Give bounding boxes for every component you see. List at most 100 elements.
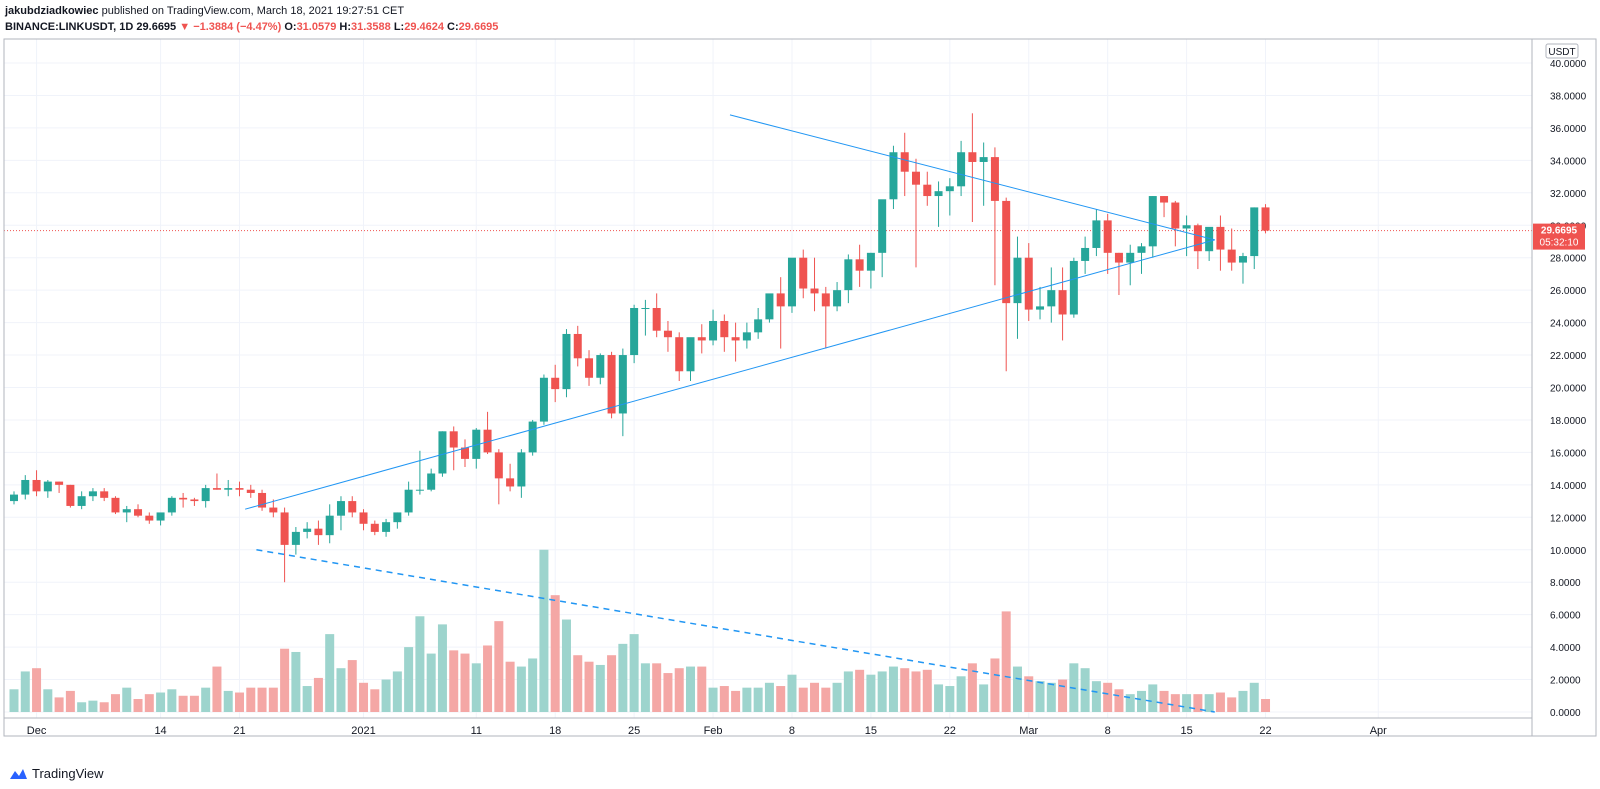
- currency-badge: USDT: [1545, 43, 1579, 59]
- volume-bar: [144, 694, 154, 712]
- x-tick-label: 25: [628, 725, 640, 737]
- volume-bar: [708, 687, 718, 712]
- volume-bar: [178, 695, 188, 712]
- volume-bar: [77, 702, 87, 712]
- volume-bar: [629, 634, 639, 712]
- candle-body: [765, 293, 774, 320]
- volume-bar: [640, 663, 650, 712]
- x-tick-label: 15: [865, 725, 877, 737]
- candle-body: [472, 429, 481, 459]
- volume-bar: [302, 686, 312, 712]
- candle-body: [1069, 260, 1078, 315]
- volume-bar: [1215, 692, 1225, 712]
- y-tick-label: 34.0000: [1550, 156, 1587, 167]
- candle-body: [483, 429, 492, 453]
- volume-bar: [911, 671, 921, 712]
- author-name[interactable]: jakubdziadkowiec: [5, 5, 99, 17]
- candle-body: [945, 186, 954, 192]
- chart-frame: [3, 38, 1597, 737]
- candle-body: [517, 452, 526, 487]
- candle-body: [43, 481, 52, 492]
- y-tick-label: 12.0000: [1550, 513, 1587, 524]
- x-tick-label: Mar: [1019, 725, 1038, 737]
- candle-body: [134, 509, 143, 516]
- candle-body: [1137, 246, 1146, 253]
- candle-body: [709, 320, 718, 341]
- candle-body: [55, 481, 64, 485]
- x-tick-label: Apr: [1370, 725, 1387, 737]
- trendline-upper: [729, 114, 1215, 241]
- close-label: C:: [447, 21, 459, 33]
- grid-lines: [4, 39, 1532, 718]
- candle-body: [539, 377, 548, 422]
- candle-body: [88, 491, 97, 497]
- volume-bar: [866, 674, 876, 712]
- candle-body: [618, 355, 627, 414]
- candle-body: [145, 515, 154, 521]
- trendlines[interactable]: [245, 114, 1215, 713]
- volume-bar: [1046, 682, 1056, 712]
- trendline-lower: [245, 239, 1215, 510]
- candle-body: [156, 512, 165, 521]
- candle-body: [979, 157, 988, 162]
- volume-bar: [979, 684, 989, 712]
- x-tick-label: Dec: [27, 725, 47, 737]
- volume-bar: [697, 666, 707, 712]
- volume-bar: [415, 616, 425, 712]
- volume-bar: [1204, 694, 1214, 712]
- volume-bar: [1227, 697, 1237, 712]
- volume-bar: [539, 549, 549, 712]
- volume-bar: [235, 692, 244, 712]
- candles: [10, 113, 1270, 583]
- volume-bar: [595, 664, 605, 712]
- candle-body: [201, 488, 210, 502]
- candle-body: [844, 259, 853, 291]
- y-tick-label: 40.0000: [1550, 59, 1587, 70]
- volume-bar: [810, 682, 820, 712]
- candle-body: [10, 494, 18, 502]
- x-tick-label: 8: [789, 725, 795, 737]
- volume-bar: [1170, 694, 1180, 712]
- volume-bar: [189, 695, 199, 712]
- price-axis[interactable]: 0.0000 2.0000 4.0000 6.0000 8.0000 10.0000 12.…: [1550, 59, 1587, 719]
- y-tick-label: 36.0000: [1550, 124, 1587, 135]
- volume-bar: [888, 666, 898, 712]
- volume-bar: [573, 655, 583, 712]
- volume-bar: [753, 687, 763, 712]
- volume-bar: [516, 666, 526, 712]
- volume-bar: [1103, 682, 1113, 712]
- y-tick-label: 16.0000: [1550, 448, 1587, 459]
- candle-body: [167, 497, 176, 513]
- candle-body: [810, 288, 819, 294]
- volume-bar: [686, 666, 695, 712]
- tradingview-logo[interactable]: TradingView: [6, 766, 104, 781]
- candle-body: [122, 509, 131, 513]
- time-axis[interactable]: Dec 14 21 2021 11 18 25 Feb 8 15 22 Mar 8 15 22 Apr: [27, 725, 1387, 737]
- candle-body: [258, 492, 267, 508]
- candle-body: [280, 512, 289, 545]
- brand-label: TradingView: [32, 766, 104, 781]
- volume-bar: [618, 643, 628, 712]
- volume-bar: [798, 687, 808, 712]
- publish-info: published on TradingView.com, March 18, …: [98, 5, 405, 17]
- volume-bar: [122, 687, 132, 712]
- volume-bar: [325, 634, 335, 712]
- volume-bar: [855, 669, 865, 712]
- volume-bar: [336, 668, 346, 712]
- y-tick-label: 4.0000: [1550, 643, 1581, 654]
- volume-bar: [20, 671, 30, 712]
- candle-body: [449, 431, 458, 448]
- volume-bar: [1114, 689, 1124, 712]
- candle-body: [799, 257, 808, 289]
- volume-bar: [1249, 682, 1259, 712]
- candle-body: [1114, 252, 1123, 263]
- y-tick-label: 6.0000: [1550, 611, 1581, 622]
- candle-body: [1193, 225, 1202, 252]
- high-value: 31.3588: [351, 21, 391, 33]
- volume-bar: [1012, 666, 1022, 712]
- volume-bar: [494, 621, 504, 712]
- candle-body: [77, 496, 86, 506]
- candle-body: [1182, 225, 1191, 229]
- volume-bar: [843, 671, 853, 712]
